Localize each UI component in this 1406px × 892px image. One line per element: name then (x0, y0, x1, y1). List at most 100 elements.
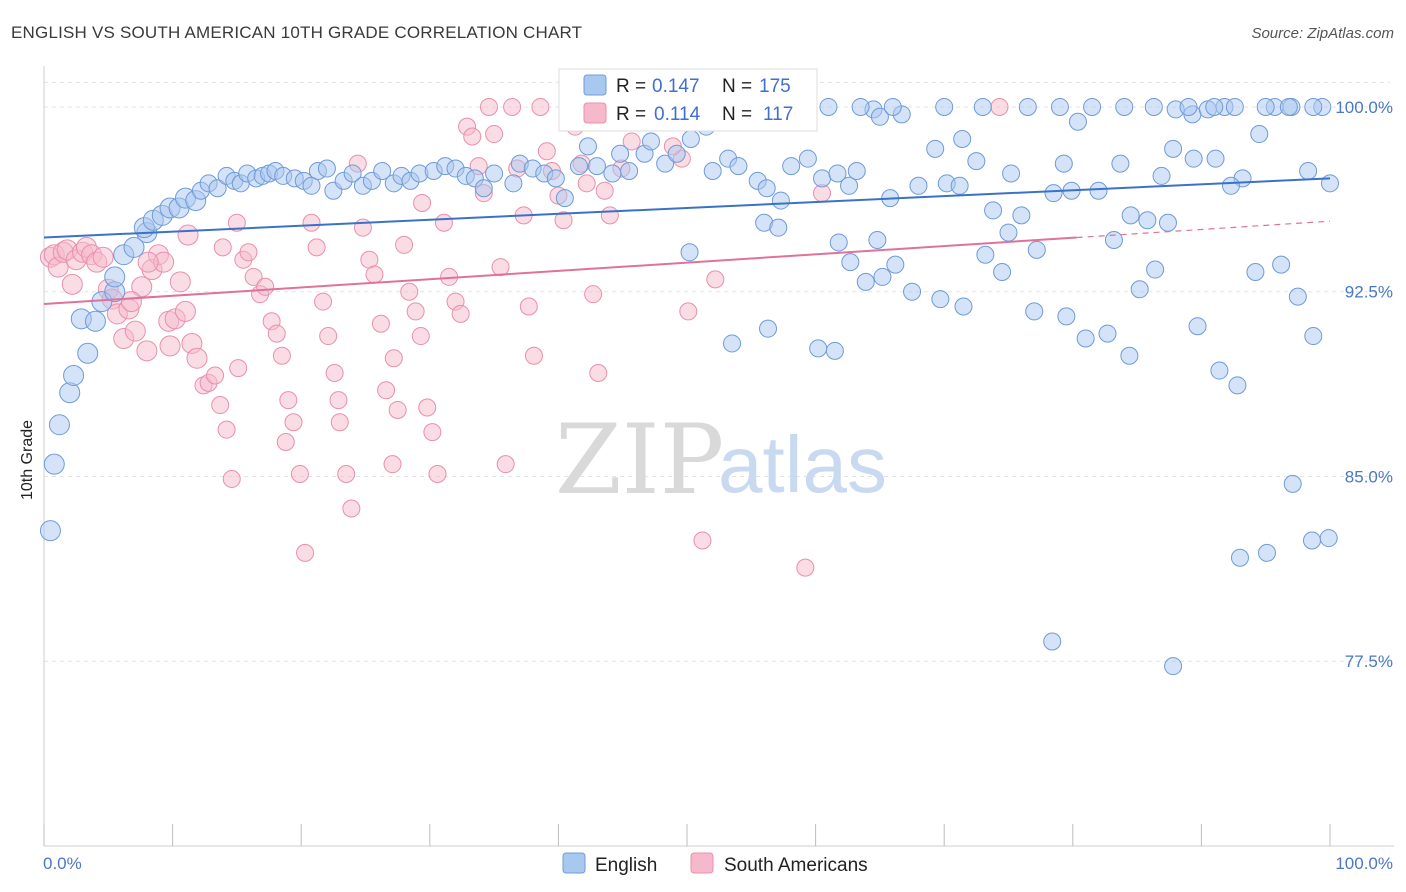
english-point[interactable] (343, 164, 362, 183)
south-americans-point[interactable] (169, 271, 191, 293)
south-americans-point[interactable] (206, 366, 225, 385)
south-americans-point[interactable] (239, 243, 258, 262)
south-americans-point[interactable] (384, 349, 403, 368)
south-americans-point[interactable] (463, 127, 482, 146)
english-point[interactable] (759, 319, 778, 338)
english-point[interactable] (909, 176, 928, 195)
south-americans-point[interactable] (284, 413, 303, 432)
english-point[interactable] (656, 154, 675, 173)
english-point[interactable] (886, 255, 905, 274)
english-point[interactable] (555, 189, 574, 208)
english-point[interactable] (611, 144, 630, 163)
english-point[interactable] (1027, 240, 1046, 259)
south-americans-point[interactable] (577, 174, 596, 193)
south-americans-point[interactable] (600, 206, 619, 225)
bottom-legend-english-swatch[interactable] (562, 852, 586, 874)
english-point[interactable] (841, 253, 860, 272)
english-point[interactable] (1158, 213, 1177, 232)
south-americans-point[interactable] (227, 213, 246, 232)
english-point[interactable] (1228, 376, 1247, 395)
south-americans-point[interactable] (213, 238, 232, 257)
english-point[interactable] (926, 139, 945, 158)
english-point[interactable] (1283, 474, 1302, 493)
bottom-legend-english-label[interactable]: English (595, 855, 657, 876)
english-point[interactable] (546, 169, 565, 188)
south-americans-point[interactable] (479, 97, 498, 116)
south-americans-point[interactable] (796, 558, 815, 577)
english-point[interactable] (104, 266, 126, 288)
south-americans-point[interactable] (423, 423, 442, 442)
south-americans-point[interactable] (177, 224, 199, 246)
english-point[interactable] (870, 107, 889, 126)
english-point[interactable] (1279, 97, 1298, 116)
south-americans-point[interactable] (485, 125, 504, 144)
english-point[interactable] (48, 414, 70, 436)
english-point[interactable] (950, 176, 969, 195)
english-point[interactable] (1111, 154, 1130, 173)
english-point[interactable] (851, 97, 870, 116)
english-point[interactable] (1068, 112, 1087, 131)
south-americans-point[interactable] (693, 531, 712, 550)
south-americans-point[interactable] (451, 304, 470, 323)
english-point[interactable] (1012, 206, 1031, 225)
english-point[interactable] (903, 282, 922, 301)
english-point[interactable] (1321, 174, 1339, 193)
south-americans-point[interactable] (314, 292, 333, 311)
english-point[interactable] (681, 129, 700, 148)
south-americans-point[interactable] (329, 391, 348, 410)
english-point[interactable] (63, 364, 85, 386)
english-point[interactable] (39, 520, 61, 542)
english-point[interactable] (587, 157, 606, 176)
english-point[interactable] (825, 341, 844, 360)
english-point[interactable] (1256, 97, 1275, 116)
english-point[interactable] (967, 152, 986, 171)
english-point[interactable] (620, 162, 639, 181)
south-americans-point[interactable] (272, 346, 291, 365)
south-americans-point[interactable] (537, 142, 556, 161)
south-americans-point[interactable] (554, 211, 573, 230)
south-americans-point[interactable] (256, 277, 275, 296)
south-americans-point[interactable] (296, 543, 315, 562)
south-americans-point[interactable] (124, 320, 146, 342)
english-point[interactable] (782, 157, 801, 176)
south-americans-point[interactable] (244, 267, 263, 286)
south-americans-point[interactable] (383, 455, 402, 474)
south-americans-point[interactable] (290, 465, 309, 484)
english-point[interactable] (1120, 346, 1139, 365)
english-point[interactable] (1002, 164, 1021, 183)
south-americans-point[interactable] (622, 132, 641, 151)
english-point[interactable] (729, 157, 748, 176)
english-point[interactable] (1044, 184, 1063, 203)
english-point[interactable] (771, 191, 790, 210)
south-americans-point[interactable] (120, 291, 142, 313)
english-point[interactable] (1057, 307, 1076, 326)
english-point[interactable] (828, 164, 847, 183)
south-americans-point[interactable] (211, 396, 230, 415)
legend-south-americans-swatch[interactable] (583, 102, 607, 124)
legend-english-swatch[interactable] (583, 74, 607, 96)
south-americans-point[interactable] (531, 97, 550, 116)
english-point[interactable] (1098, 324, 1117, 343)
bottom-legend-south-americans-label[interactable]: South Americans (724, 855, 868, 876)
south-americans-point[interactable] (428, 465, 447, 484)
south-americans-point[interactable] (337, 465, 356, 484)
english-point[interactable] (1221, 176, 1240, 195)
south-americans-point[interactable] (267, 324, 286, 343)
south-americans-point[interactable] (589, 364, 608, 383)
south-americans-point[interactable] (406, 302, 425, 321)
south-americans-point[interactable] (307, 238, 326, 257)
south-americans-point[interactable] (519, 297, 538, 316)
english-point[interactable] (1054, 154, 1073, 173)
south-americans-point[interactable] (990, 97, 1009, 116)
english-point[interactable] (1050, 97, 1069, 116)
english-point[interactable] (1076, 329, 1095, 348)
english-point[interactable] (1230, 548, 1249, 567)
english-point[interactable] (1018, 97, 1037, 116)
english-point[interactable] (798, 149, 817, 168)
english-point[interactable] (1299, 162, 1318, 181)
english-point[interactable] (954, 297, 973, 316)
english-point[interactable] (373, 162, 392, 181)
english-point[interactable] (641, 132, 660, 151)
english-point[interactable] (569, 157, 588, 176)
english-point[interactable] (847, 162, 866, 181)
